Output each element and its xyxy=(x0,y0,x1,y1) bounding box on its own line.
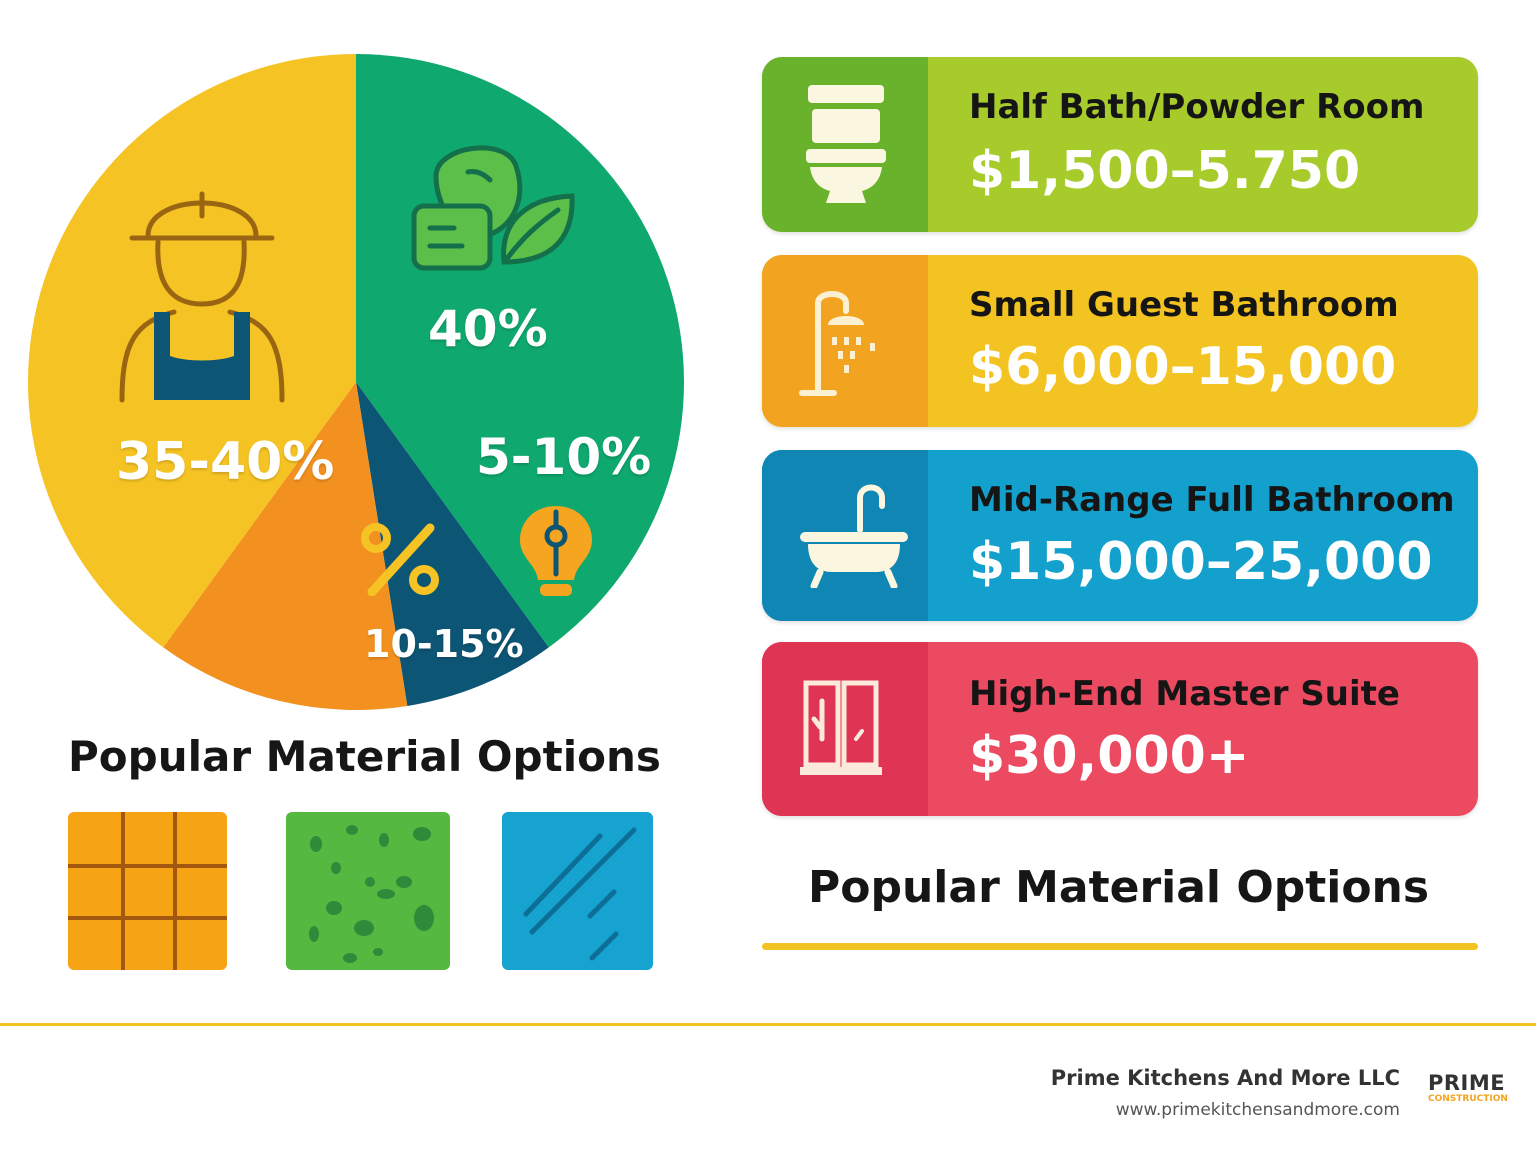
pie-label-contingency: 10-15% xyxy=(364,622,524,666)
tile-swatch xyxy=(68,812,227,970)
company-name: Prime Kitchens And More LLC xyxy=(1050,1066,1400,1090)
materials-title: Popular Material Options xyxy=(68,732,661,781)
pie-chart xyxy=(28,54,684,710)
card-label: Small Guest Bathroom xyxy=(969,285,1399,325)
shower-door-icon xyxy=(800,680,882,775)
card-price: $30,000+ xyxy=(969,726,1250,786)
cost-card-master-suite: High-End Master Suite $30,000+ xyxy=(762,642,1478,816)
footer-divider xyxy=(0,1023,1536,1026)
card-label: Mid-Range Full Bathroom xyxy=(969,480,1455,520)
tile-grid-icon xyxy=(68,812,227,970)
card-price: $15,000–25,000 xyxy=(969,532,1433,592)
lightbulb-icon xyxy=(520,506,592,596)
card-price: $1,500–5.750 xyxy=(969,141,1361,201)
shower-icon xyxy=(799,291,875,396)
pie-label-materials: 40% xyxy=(428,300,548,358)
cost-card-guest-bath: Small Guest Bathroom $6,000–15,000 xyxy=(762,255,1478,427)
card-label: Half Bath/Powder Room xyxy=(969,87,1425,127)
company-logo: PRIME CONSTRUCTION xyxy=(1428,1071,1508,1104)
percent-icon xyxy=(361,523,439,596)
pie-slice-2 xyxy=(163,382,408,710)
cost-breakdown-pie: 40% 5-10% 10-15% 35-40% xyxy=(26,52,686,712)
card-price: $6,000–15,000 xyxy=(969,337,1397,397)
glass-swatch xyxy=(502,812,653,970)
bathtub-icon xyxy=(800,484,908,588)
cost-card-full-bath: Mid-Range Full Bathroom $15,000–25,000 xyxy=(762,450,1478,621)
title-underline xyxy=(762,943,1478,950)
toilet-icon xyxy=(806,84,886,203)
pie-slice-1 xyxy=(356,382,549,706)
card-icon-panel xyxy=(762,450,928,621)
leaf-materials-icon xyxy=(411,145,575,271)
pie-label-fixtures: 5-10% xyxy=(476,428,652,486)
pie-slice-3 xyxy=(28,54,356,648)
card-icon-panel xyxy=(762,255,928,427)
glass-reflection-icon xyxy=(523,827,637,961)
card-icon-panel xyxy=(762,642,928,816)
card-label: High-End Master Suite xyxy=(969,674,1400,714)
pie-slice-0 xyxy=(356,54,684,648)
speckled-stone-icon xyxy=(309,825,434,963)
logo-tagline: CONSTRUCTION xyxy=(1428,1094,1508,1104)
stone-swatch xyxy=(286,812,450,970)
construction-worker-icon xyxy=(119,191,285,403)
card-icon-panel xyxy=(762,57,928,232)
right-materials-title: Popular Material Options xyxy=(808,862,1430,913)
pie-label-labor: 35-40% xyxy=(116,432,335,492)
website-link[interactable]: www.primekitchensandmore.com xyxy=(1115,1100,1400,1120)
cost-card-half-bath: Half Bath/Powder Room $1,500–5.750 xyxy=(762,57,1478,232)
logo-wordmark: PRIME xyxy=(1428,1071,1506,1095)
